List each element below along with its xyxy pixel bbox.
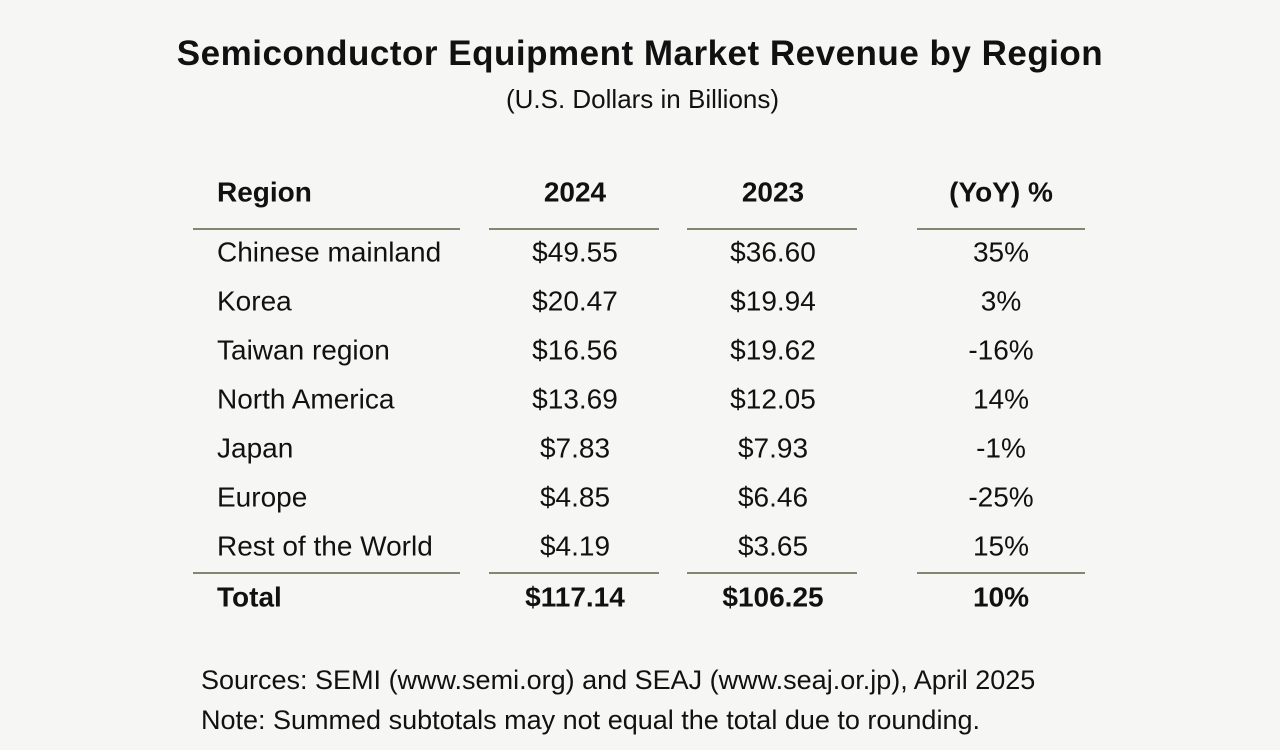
- table-cell: -1%: [976, 432, 1026, 463]
- table-cell: 3%: [981, 285, 1021, 316]
- total-cell: 10%: [973, 581, 1029, 612]
- column-header: Region: [217, 176, 312, 207]
- table-cell: $4.85: [540, 481, 610, 512]
- sources-note: Sources: SEMI (www.semi.org) and SEAJ (w…: [201, 665, 1036, 695]
- region-label: Taiwan region: [217, 334, 390, 365]
- table-cell: $19.62: [730, 334, 816, 365]
- column-header: (YoY) %: [949, 176, 1053, 207]
- table-cell: $20.47: [532, 285, 618, 316]
- total-cell: $117.14: [525, 581, 625, 612]
- table-cell: $49.55: [532, 236, 618, 267]
- chart-subtitle: (U.S. Dollars in Billions): [505, 84, 780, 114]
- table-cell: 15%: [973, 530, 1029, 561]
- table-cell: $7.83: [540, 432, 610, 463]
- table-cell: -16%: [968, 334, 1033, 365]
- table-cell: $13.69: [532, 383, 618, 414]
- table-cell: $36.60: [730, 236, 816, 267]
- table-cell: -25%: [968, 481, 1033, 512]
- region-label: North America: [217, 383, 395, 414]
- table-cell: $3.65: [738, 530, 808, 561]
- total-label: Total: [217, 581, 282, 612]
- rounding-note: Note: Summed subtotals may not equal the…: [201, 705, 980, 735]
- table-cell: 35%: [973, 236, 1029, 267]
- total-cell: $106.25: [722, 581, 823, 612]
- table-cell: 14%: [973, 383, 1029, 414]
- region-label: Japan: [217, 432, 293, 463]
- table-cell: $12.05: [730, 383, 816, 414]
- region-label: Korea: [217, 285, 292, 316]
- table-cell: $6.46: [738, 481, 808, 512]
- chart-title: Semiconductor Equipment Market Revenue b…: [176, 34, 1104, 73]
- table-cell: $16.56: [532, 334, 618, 365]
- column-header: 2023: [742, 176, 804, 207]
- region-label: Rest of the World: [217, 530, 433, 561]
- table-cell: $7.93: [738, 432, 808, 463]
- table-cell: $4.19: [540, 530, 610, 561]
- region-label: Europe: [217, 481, 307, 512]
- column-header: 2024: [544, 176, 607, 207]
- table-cell: $19.94: [730, 285, 816, 316]
- region-label: Chinese mainland: [217, 236, 441, 267]
